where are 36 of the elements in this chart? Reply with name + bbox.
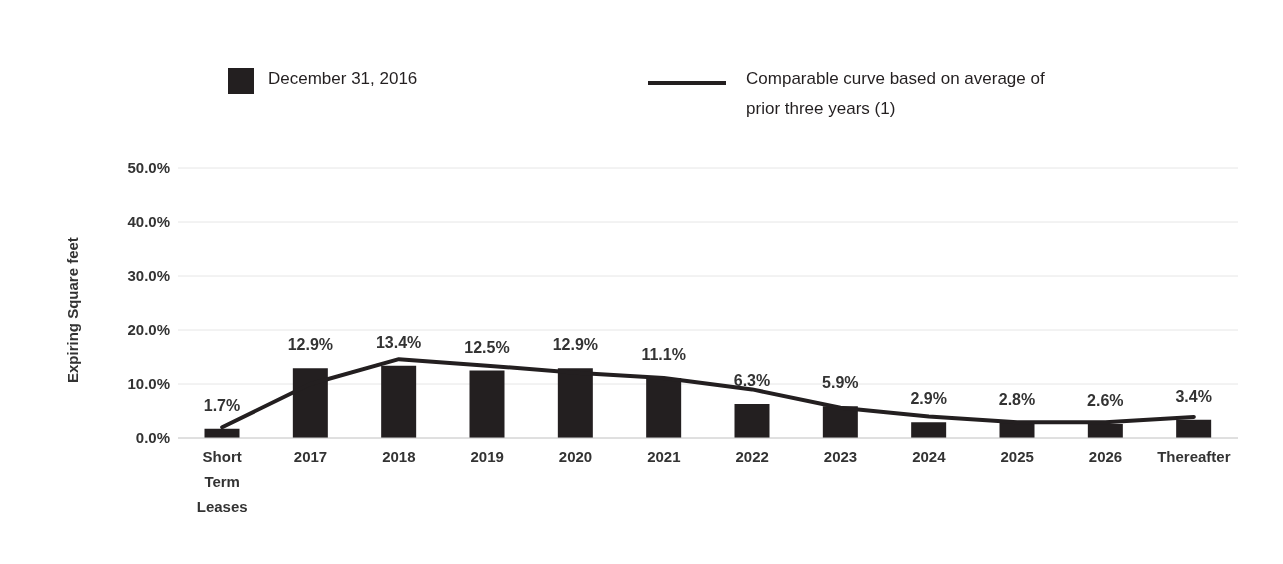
legend-label: December 31, 2016 [268, 68, 419, 90]
data-label: 11.1% [641, 346, 686, 364]
data-label: 13.4% [375, 333, 422, 351]
y-axis-title: Expiring Square feet [64, 237, 82, 383]
bar [734, 403, 770, 438]
bar [469, 370, 505, 438]
y-tick-label: 10.0% [127, 375, 170, 393]
data-label: 12.9% [552, 336, 599, 354]
data-label: 12.9% [287, 336, 334, 354]
y-tick-label: 0.0% [135, 429, 170, 447]
x-tick-label: 2020 [558, 448, 593, 465]
x-tick-label: 2018 [382, 448, 416, 465]
data-label: 5.9% [822, 374, 859, 392]
x-tick-label: 2022 [735, 448, 769, 465]
y-tick-label: 40.0% [127, 213, 170, 231]
x-tick-label: 2021 [647, 448, 681, 465]
data-label: 2.6% [1087, 391, 1124, 409]
y-tick-label: 20.0% [127, 321, 170, 339]
x-tick-label: 2024 [912, 448, 947, 465]
data-label: 6.3% [733, 371, 771, 389]
data-label: 3.4% [1175, 387, 1212, 405]
x-tick-label: Short Term Leases [196, 448, 248, 515]
x-tick-label: 2026 [1088, 448, 1123, 465]
y-tick-label: 30.0% [127, 267, 170, 285]
data-label: 2.8% [998, 390, 1036, 408]
bar [911, 422, 947, 438]
x-tick-label: 2023 [823, 448, 858, 465]
data-label: 12.5% [464, 338, 510, 356]
data-label: 1.7% [203, 396, 241, 414]
x-tick-label: 2017 [293, 448, 328, 465]
x-tick-label: 2019 [470, 448, 504, 465]
y-tick-label: 50.0% [127, 159, 170, 177]
legend-label: Comparable curve based on average of prior three years (1) [746, 68, 1046, 120]
data-label: 2.9% [910, 390, 947, 408]
x-tick-label: Thereafter [1157, 448, 1231, 465]
x-tick-label: 2025 [1000, 448, 1034, 465]
